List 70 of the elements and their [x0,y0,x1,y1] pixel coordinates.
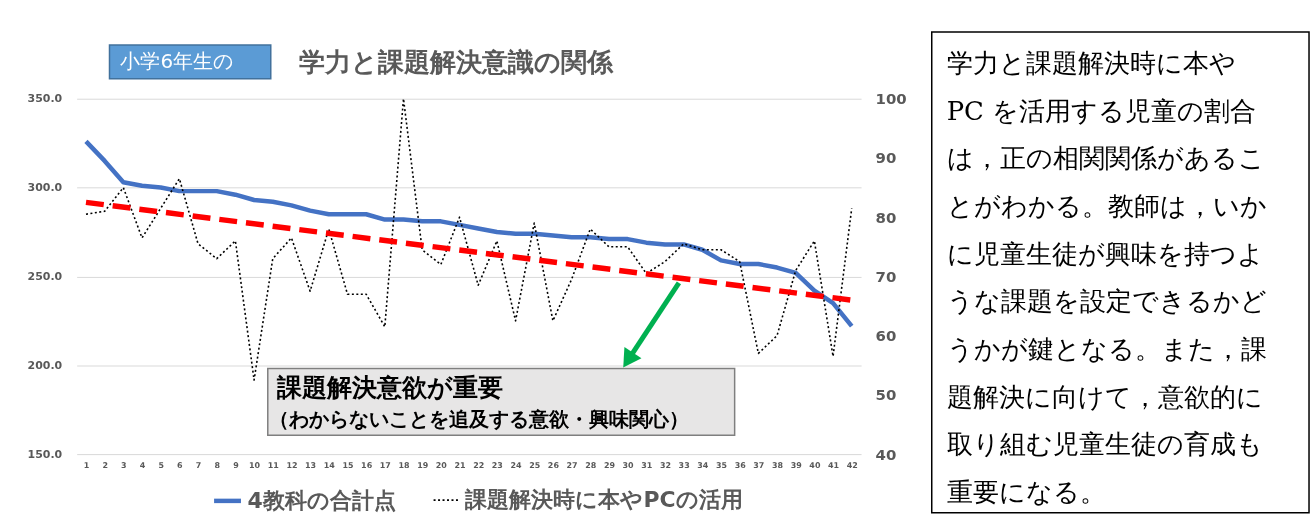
x-tick-label: 2 [102,460,108,470]
x-tick-label: 18 [398,460,410,470]
x-tick-label: 35 [715,460,728,470]
x-tick-label: 7 [195,460,202,470]
x-tick-label: 15 [342,460,354,470]
x-tick-label: 8 [214,460,221,470]
x-tick-label: 27 [566,460,578,470]
text: に児童生徒が興味を持つよ [946,238,1264,269]
x-tick-label: 1 [83,460,90,470]
x-tick-label: 3 [121,460,127,470]
x-tick-label: 12 [286,460,298,470]
y-tick-label: 350.0 [27,92,63,106]
x-tick-label: 6 [177,460,184,470]
x-tick-label: 32 [659,460,671,470]
text: 学力と課題解決時に本や [946,47,1236,78]
x-tick-label: 5 [158,460,164,470]
x-tick-label: 24 [510,460,523,470]
x-tick-label: 14 [323,460,336,470]
x-tick-label: 21 [454,460,466,470]
y2-tick-label: 80 [875,208,897,227]
text: 重要になる。 [946,476,1106,507]
annotation: （わからないことを追及する意欲・興味関心） [268,408,689,432]
text: 取り組む児童生徒の育成も [946,429,1263,460]
x-tick-label: 10 [249,460,261,470]
x-tick-label: 42 [846,460,858,470]
x-tick-label: 26 [547,460,560,470]
x-tick-label: 34 [697,460,709,470]
y-tick-label: 300.0 [27,181,63,195]
x-tick-label: 29 [603,460,616,470]
x-tick-label: 23 [491,460,503,470]
x-tick-label: 36 [734,460,747,470]
annotation: 課題解決意欲が重要 [275,373,503,403]
x-tick-label: 31 [641,460,653,470]
x-tick-label: 28 [585,460,597,470]
y2-tick-label: 70 [875,267,897,286]
y2-tick-label: 90 [875,149,897,168]
x-tick-label: 11 [267,460,279,470]
text: PC を活用する児童の割合 [946,95,1257,126]
x-tick-label: 17 [379,460,391,470]
y-tick-label: 200.0 [27,358,63,372]
legend-label: 4教科の合計点 [247,487,396,513]
text: は，正の相関関係があるこ [946,143,1265,174]
text: 題解決に向けて，意欲的に [946,381,1263,412]
x-tick-label: 22 [473,460,485,470]
line-series [83,139,854,329]
x-tick-label: 19 [417,460,429,470]
text: とがわかる。教師は，いか [946,190,1267,221]
x-tick-label: 30 [622,460,635,470]
x-tick-label: 41 [828,460,840,470]
x-tick-label: 39 [790,460,803,470]
y-tick-label: 150.0 [27,447,63,461]
y2-tick-label: 60 [875,327,897,346]
x-tick-label: 40 [809,460,821,470]
legend-label: 課題解決時に本やPCの活用 [464,487,743,513]
x-tick-label: 13 [305,460,317,470]
x-tick-label: 20 [435,460,448,470]
x-tick-label: 33 [678,460,690,470]
x-tick-label: 25 [529,460,541,470]
x-tick-label: 4 [139,460,146,470]
x-tick-label: 16 [361,460,373,470]
text: うかが鍵となる。また，課 [946,333,1267,364]
y-tick-label: 250.0 [27,269,63,283]
text: うな課題を設定できるかど [946,286,1267,317]
x-tick-label: 9 [233,460,240,470]
x-tick-label: 37 [753,460,765,470]
text: 小学6年生の [120,49,234,73]
chart-title: 学力と課題解決意識の関係 [298,47,614,78]
x-tick-label: 38 [771,460,784,470]
y2-tick-label: 50 [875,386,897,405]
y2-tick-label: 100 [875,90,907,109]
